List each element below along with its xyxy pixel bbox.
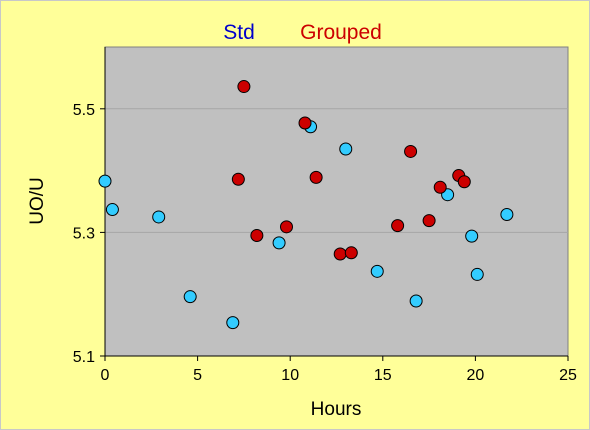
grouped-point-3 [279,220,293,234]
std-point-2 [152,210,166,224]
grouped-point-11 [433,180,447,194]
gridlines [105,108,568,233]
grouped-point-8 [391,219,405,233]
grouped-point-10 [422,214,436,228]
x-tick-label-3: 15 [374,367,392,384]
grouped-point-13 [457,175,471,189]
y-tick-label-0: 5.1 [73,349,95,366]
y-tick-label-2: 5.5 [73,102,95,119]
grouped-point-9 [404,144,418,158]
plot-area [104,46,569,357]
std-point-5 [272,236,286,250]
x-tick-label-1: 5 [193,367,202,384]
grouped-point-6 [333,247,347,261]
data-points [98,80,514,330]
std-point-11 [465,229,479,243]
std-point-3 [183,290,197,304]
std-point-13 [500,207,514,221]
std-point-9 [409,294,423,308]
x-tick-label-0: 0 [101,367,110,384]
x-tick-label-5: 25 [559,367,577,384]
x-tick-label-4: 20 [467,367,485,384]
std-point-0 [98,174,112,188]
x-tick-label-2: 10 [281,367,299,384]
std-point-12 [470,267,484,281]
x-axis-title: Hours [311,399,362,420]
std-point-4 [226,316,240,330]
grouped-point-4 [298,116,312,130]
y-axis-title: UO/U [27,177,48,225]
legend-label-std: Std [223,21,255,44]
legend-label-grouped: Grouped [300,21,382,44]
grouped-point-0 [231,172,245,186]
grouped-point-7 [344,246,358,260]
axes [100,47,569,361]
grouped-point-2 [250,228,264,242]
grouped-point-5 [309,170,323,184]
tick-labels: 5.1 5.3 5.5 0 5 10 15 20 25 [73,102,577,384]
y-tick-label-1: 5.3 [73,225,95,242]
std-point-1 [105,203,119,217]
std-point-8 [370,264,384,278]
grouped-point-1 [237,80,251,94]
std-point-7 [339,142,353,156]
